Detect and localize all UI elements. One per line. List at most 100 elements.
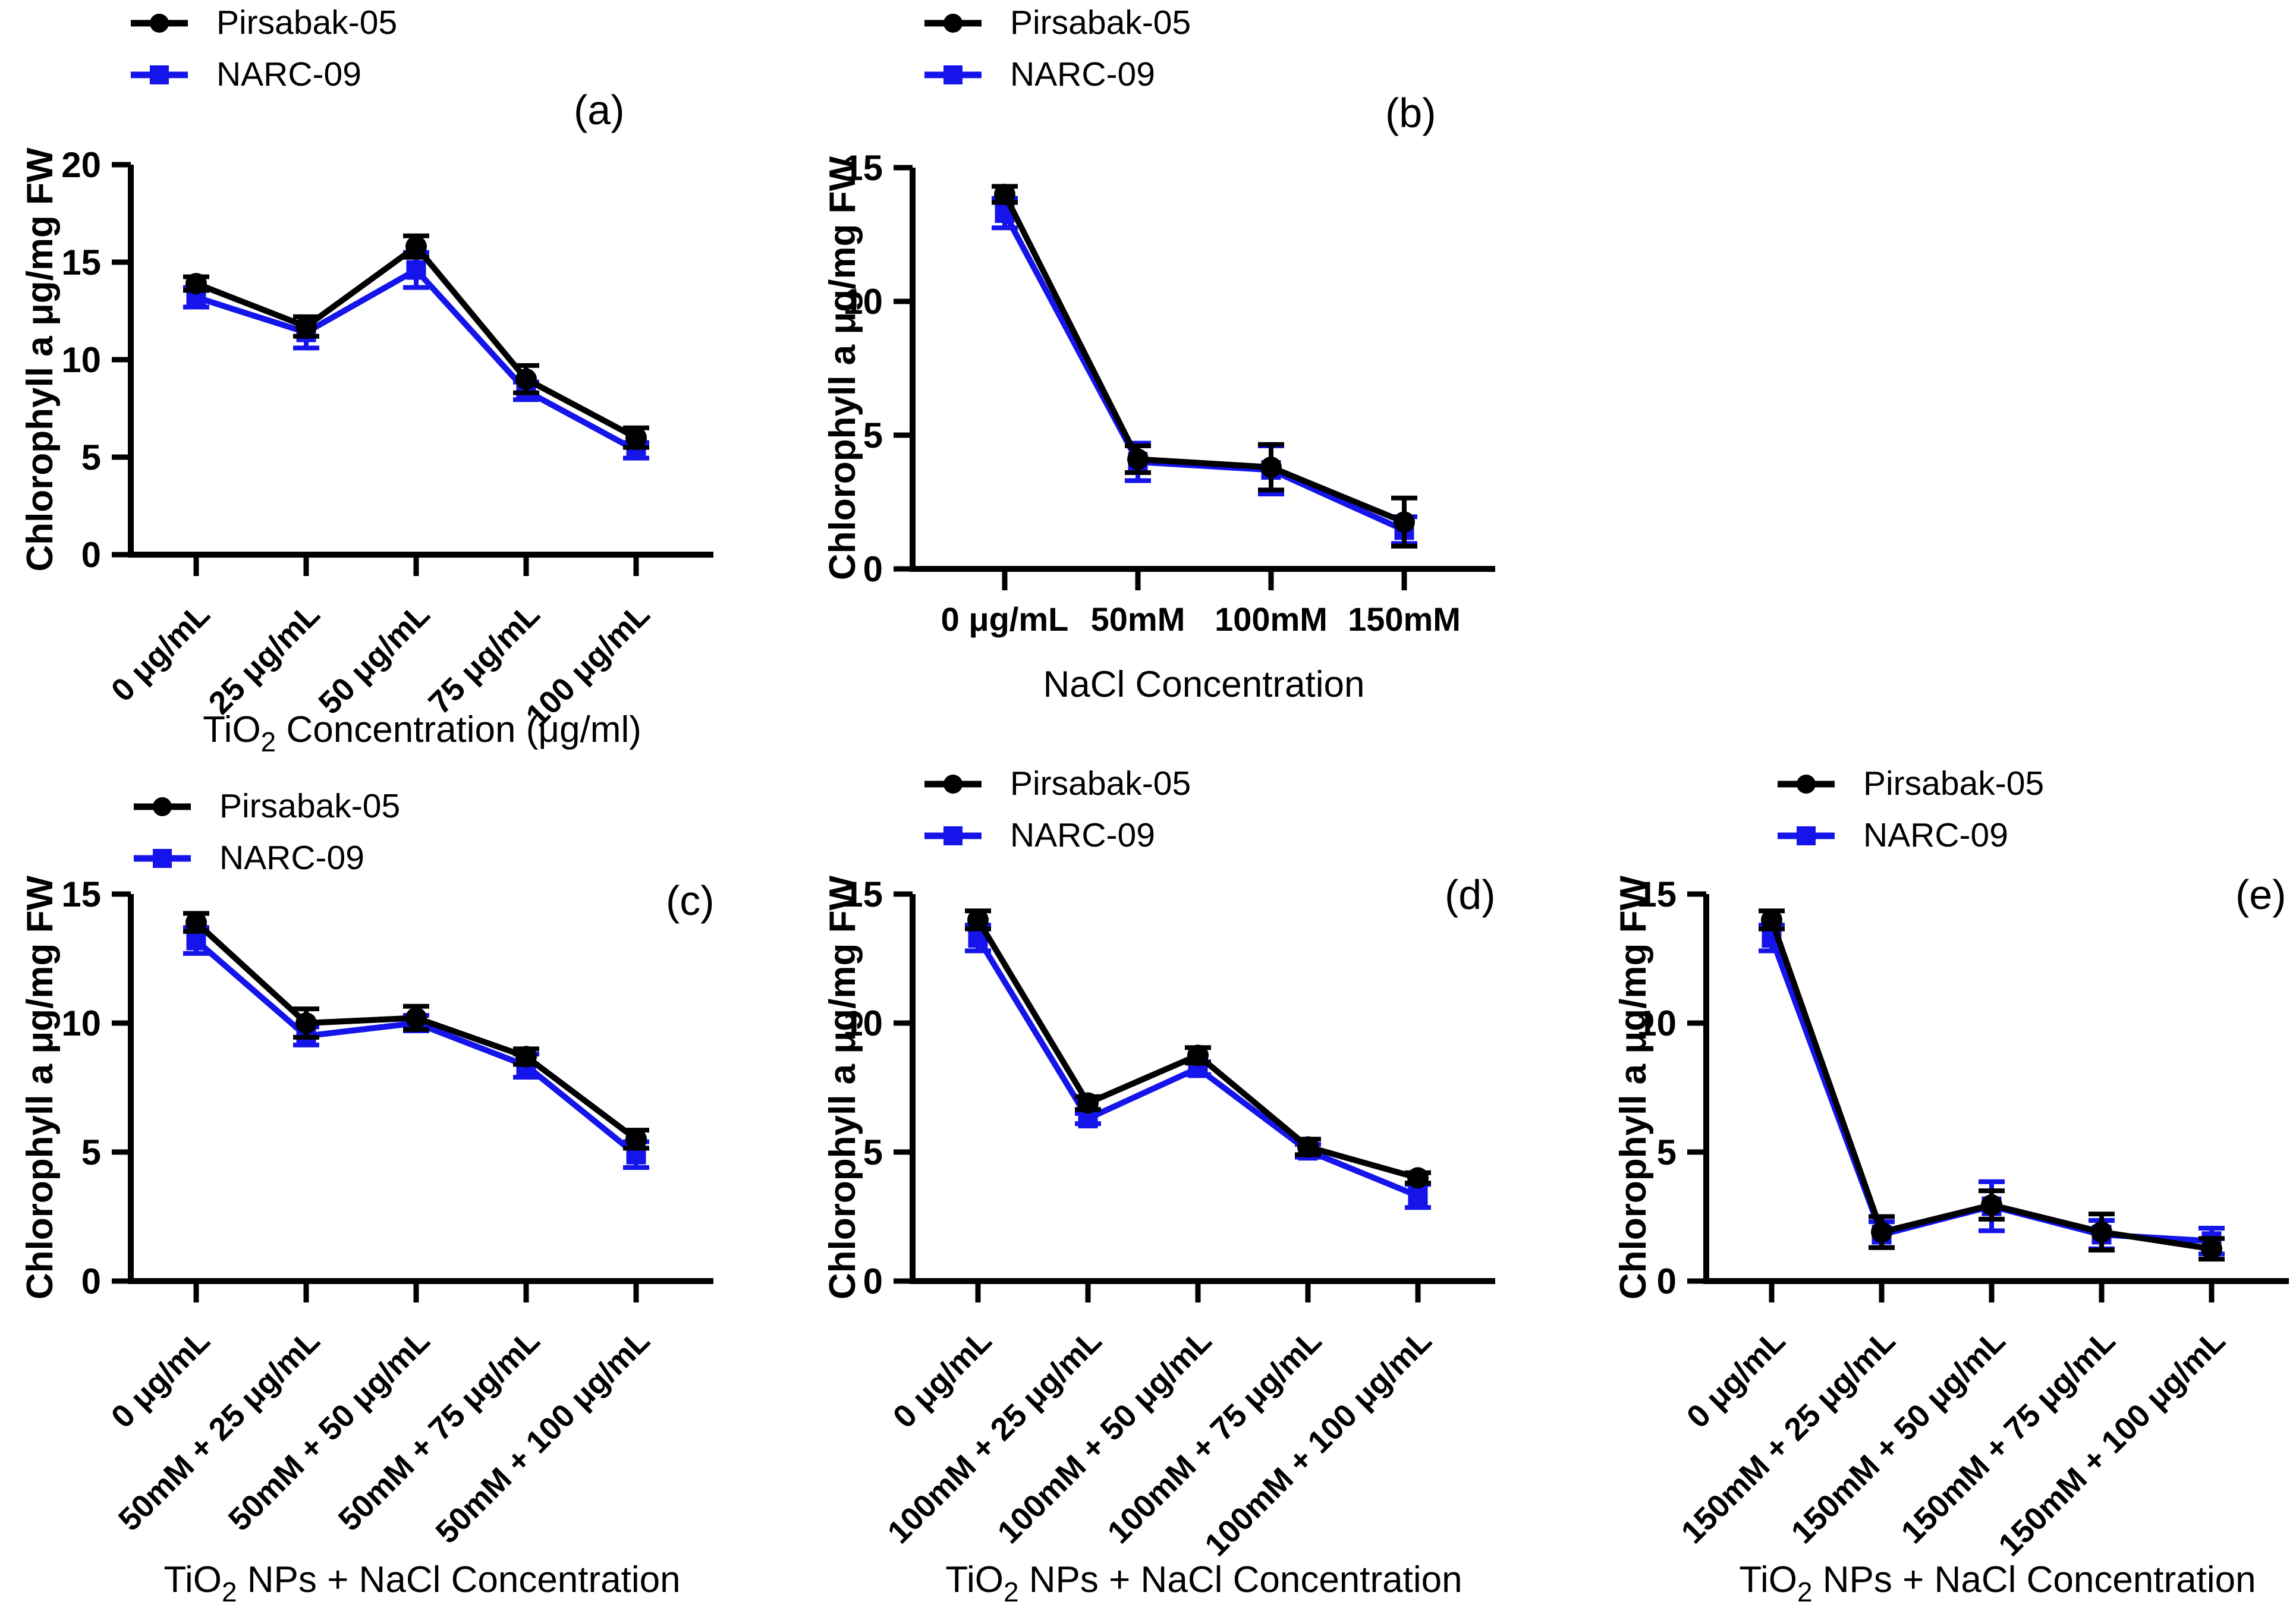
series-narc-09 xyxy=(965,923,1431,1210)
plot-area: 0 5 10 15 0 μg/mL 50mM 100mM 150mM NaCl Concentr… xyxy=(773,0,1522,761)
line-square-marker-icon xyxy=(924,63,982,87)
legend-square xyxy=(943,826,963,845)
x-tick-label: 0 μg/mL xyxy=(105,1323,217,1435)
data-point-marker xyxy=(185,911,207,933)
data-point-marker xyxy=(406,260,426,280)
series-pirsabak-05 xyxy=(1759,908,2225,1262)
y-axis-title: Chlorophyll a μg/mg FW xyxy=(822,876,863,1300)
data-point-marker xyxy=(405,235,427,257)
y-tick-label: 15 xyxy=(843,874,883,914)
legend-label: Pirsabak-05 xyxy=(219,787,401,825)
data-point-marker xyxy=(1408,1186,1428,1206)
line-circle-marker-icon xyxy=(1778,772,1835,796)
x-tick-label: 0 μg/mL xyxy=(105,596,217,709)
y-tick-label: 10 xyxy=(843,282,883,322)
data-point-marker xyxy=(295,1012,317,1034)
y-tick-label: 5 xyxy=(81,438,101,477)
legend-circle xyxy=(153,797,172,816)
circle-marker-glyph xyxy=(924,13,982,33)
data-point-marker xyxy=(186,930,206,951)
data-point-marker xyxy=(405,1007,427,1029)
legend-item-narc-09: NARC-09 xyxy=(134,841,400,875)
legend-label: Pirsabak-05 xyxy=(1010,4,1191,42)
legend: Pirsabak-05 NARC-09 xyxy=(924,767,1191,852)
data-point-marker xyxy=(625,1128,647,1150)
x-axis-title: TiO2 NPs + NaCl Concentration xyxy=(163,1559,680,1607)
y-tick-label: 0 xyxy=(1657,1261,1677,1301)
legend: Pirsabak-05 NARC-09 xyxy=(131,6,397,92)
line-square-marker-icon xyxy=(131,63,188,87)
data-point-marker xyxy=(515,1046,537,1068)
panel-c: Pirsabak-05 NARC-09 (c) 0 5 10 15 0 μg/mL 50m… xyxy=(24,761,743,1611)
data-point-marker xyxy=(2201,1238,2222,1260)
series-line xyxy=(1002,193,1405,525)
legend: Pirsabak-05 NARC-09 xyxy=(134,789,400,875)
data-point-marker xyxy=(967,909,989,931)
circle-marker-glyph xyxy=(134,797,191,816)
x-tick-label: 100mM + 50 μg/mL xyxy=(990,1323,1218,1550)
x-tick-label: 50mM + 25 μg/mL xyxy=(112,1323,327,1538)
x-tick-label: 25 μg/mL xyxy=(202,596,326,721)
series-pirsabak-05 xyxy=(183,233,649,450)
y-tick-label: 10 xyxy=(1637,1003,1677,1043)
legend-circle xyxy=(1797,774,1816,794)
line-circle-marker-icon xyxy=(131,11,188,35)
legend-item-narc-09: NARC-09 xyxy=(1778,819,2044,852)
y-tick-label: 20 xyxy=(61,145,101,185)
x-tick-label: 0 μg/mL xyxy=(886,1323,999,1435)
panel-e: Pirsabak-05 NARC-09 (e) 0 5 10 15 0 μg/mL 150… xyxy=(1546,761,2296,1611)
y-tick-label: 0 xyxy=(863,1261,883,1301)
legend-label: NARC-09 xyxy=(1010,55,1155,93)
data-point-marker xyxy=(1761,909,1782,931)
legend: Pirsabak-05 NARC-09 xyxy=(1778,767,2044,852)
y-tick-label: 10 xyxy=(843,1003,883,1043)
x-tick-label: 150mM + 75 μg/mL xyxy=(1894,1323,2122,1550)
chart-svg-b: 0 5 10 15 0 μg/mL 50mM 100mM 150mM NaCl Concentr… xyxy=(822,148,1495,705)
y-axis-title: Chlorophyll a μg/mg FW xyxy=(24,876,61,1300)
panel-letter: (a) xyxy=(574,87,625,133)
plot-area: 0 5 10 15 0 μg/mL 150mM + 25 μg/mL 150mM + 50 … xyxy=(1546,761,2296,1611)
legend-square xyxy=(153,848,172,868)
x-tick-label: 100mM + 25 μg/mL xyxy=(880,1323,1108,1550)
line-circle-marker-icon xyxy=(924,11,982,35)
data-point-marker xyxy=(1260,457,1282,478)
data-point-marker xyxy=(185,273,207,295)
plot-area: 0 5 10 15 0 μg/mL 100mM + 25 μg/mL 100mM + 50 … xyxy=(773,761,1522,1611)
data-point-marker xyxy=(1871,1221,1892,1243)
data-point-marker xyxy=(1394,511,1415,533)
panel-b: Pirsabak-05 NARC-09 (b) 0 5 10 15 0 μg/mL 50m… xyxy=(773,0,1522,761)
line-circle-marker-icon xyxy=(924,772,982,796)
legend-circle xyxy=(943,774,963,794)
legend-label: NARC-09 xyxy=(219,839,364,877)
panel-letter: (d) xyxy=(1445,871,1496,918)
x-tick-label: 50 μg/mL xyxy=(312,596,436,721)
y-tick-label: 15 xyxy=(843,148,883,188)
series-pirsabak-05 xyxy=(992,184,1417,549)
data-point-marker xyxy=(515,368,537,390)
data-point-marker xyxy=(1127,448,1149,470)
series-line xyxy=(195,266,638,453)
panel-a: Pirsabak-05 NARC-09 (a) 0 5 10 15 20 0 μg/mL 2… xyxy=(24,0,743,761)
legend: Pirsabak-05 NARC-09 xyxy=(924,6,1191,92)
legend-label: Pirsabak-05 xyxy=(216,4,398,42)
x-tick-label: 50mM xyxy=(1091,600,1185,638)
legend-circle xyxy=(943,13,963,33)
legend-square xyxy=(150,65,169,84)
square-marker-glyph xyxy=(131,65,188,84)
x-tick-label: 100mM + 75 μg/mL xyxy=(1100,1323,1328,1550)
line-square-marker-icon xyxy=(134,847,191,870)
series-line xyxy=(1002,212,1406,533)
legend-item-pirsabak-05: Pirsabak-05 xyxy=(134,789,400,823)
data-point-marker xyxy=(994,184,1015,205)
y-tick-label: 15 xyxy=(61,243,101,282)
legend-item-pirsabak-05: Pirsabak-05 xyxy=(131,6,397,40)
legend-label: NARC-09 xyxy=(216,55,361,93)
legend-label: NARC-09 xyxy=(1863,816,2008,854)
y-tick-label: 15 xyxy=(1637,874,1677,914)
panel-d: Pirsabak-05 NARC-09 (d) 0 5 10 15 0 μg/mL 100… xyxy=(773,761,1522,1611)
circle-marker-glyph xyxy=(924,774,982,794)
square-marker-glyph xyxy=(134,848,191,868)
x-tick-label: 50mM + 100 μg/mL xyxy=(429,1323,656,1550)
